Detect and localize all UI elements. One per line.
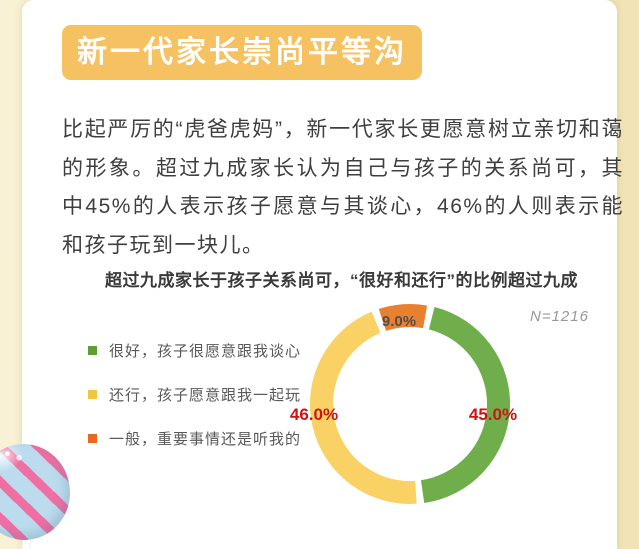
legend-swatch-ok-icon bbox=[88, 390, 97, 399]
donut-chart bbox=[310, 304, 510, 504]
legend-item-average: 一般，重要事情还是听我的 bbox=[88, 430, 302, 448]
legend-item-ok: 还行，孩子愿意跟我一起玩 bbox=[88, 386, 302, 404]
slice-label-good: 45.0% bbox=[468, 405, 518, 424]
legend-swatch-average-icon bbox=[88, 434, 97, 443]
legend-swatch-good-icon bbox=[88, 346, 97, 355]
donut-slice bbox=[378, 304, 428, 331]
intro-paragraph: 比起严厉的“虎爸虎妈”，新一代家长更愿意树立亲切和蔼的形象。超过九成家长认为自己… bbox=[62, 118, 624, 257]
donut-slice bbox=[310, 311, 417, 504]
legend-item-good: 很好，孩子很愿意跟我谈心 bbox=[88, 342, 302, 360]
slice-label-average: 9.0% bbox=[381, 313, 417, 330]
legend-label-good: 很好，孩子很愿意跟我谈心 bbox=[109, 343, 302, 360]
section-title: 新一代家长崇尚平等沟通 bbox=[77, 36, 407, 125]
content-card: 新一代家长崇尚平等沟通 比起严厉的“虎爸虎妈”，新一代家长更愿意树立亲切和蔼的形… bbox=[22, 0, 623, 549]
legend-label-average: 一般，重要事情还是听我的 bbox=[109, 431, 302, 448]
chart-title: 超过九成家长于孩子关系尚可，“很好和还行”的比例超过九成 bbox=[105, 271, 578, 290]
donut-slice bbox=[420, 307, 510, 503]
slice-label-ok: 46.0% bbox=[289, 405, 339, 424]
sample-size-label: N=1216 bbox=[530, 308, 589, 325]
chart-legend: 很好，孩子很愿意跟我谈心 还行，孩子愿意跟我一起玩 一般，重要事情还是听我的 bbox=[88, 342, 301, 474]
legend-label-ok: 还行，孩子愿意跟我一起玩 bbox=[109, 387, 302, 404]
section-title-badge: 新一代家长崇尚平等沟通 bbox=[62, 25, 422, 125]
